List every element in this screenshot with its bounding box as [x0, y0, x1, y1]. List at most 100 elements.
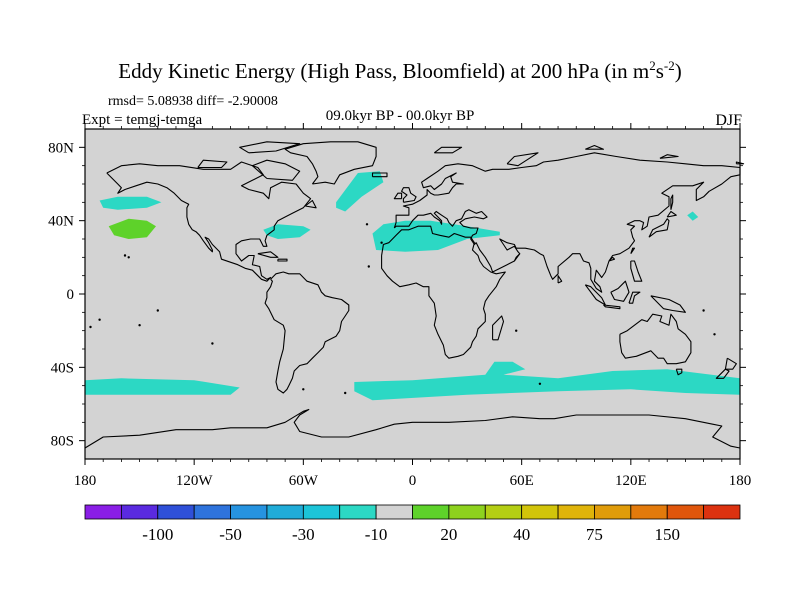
region-southeast-pacific-negative [85, 378, 240, 395]
small-island [302, 388, 305, 391]
region-japan-east-negative [687, 211, 699, 221]
colorbar-box [339, 504, 377, 520]
coast-africa [381, 225, 506, 359]
coast-antarctica [84, 408, 741, 449]
coast-australia [619, 313, 692, 365]
colorbar-box [412, 504, 450, 520]
colorbar-box [630, 504, 668, 520]
colorbar-box [157, 504, 195, 520]
region-southern-ocean-negative [354, 361, 740, 401]
colorbar-box [230, 504, 268, 520]
colorbar-box [594, 504, 632, 520]
x-tick-label: 60E [510, 473, 534, 489]
colorbar-label: -50 [219, 525, 242, 544]
chart-title: Eddy Kinetic Energy (High Pass, Bloomfie… [118, 58, 682, 83]
coast-south-america [264, 271, 350, 394]
coast-north-america [106, 161, 312, 282]
x-tick-label: 120E [615, 473, 647, 489]
small-island [713, 333, 716, 336]
x-tick-label: 0 [409, 473, 417, 489]
colorbar-label: -10 [365, 525, 388, 544]
axis-ticks: 180 120W 60W 0 60E 120E 180 80N 40N 0 40S 80S [48, 123, 751, 489]
small-island [702, 309, 705, 312]
colorbar-box [484, 504, 523, 520]
coast-greenland [284, 141, 377, 185]
colorbar-label: 75 [586, 525, 603, 544]
colorbar-box [375, 504, 413, 520]
map-background [85, 129, 740, 459]
y-tick-label: 40N [48, 214, 74, 230]
colorbar-label: -100 [142, 525, 173, 544]
colorbar-box [266, 504, 304, 520]
coast-java [603, 304, 621, 310]
small-island [98, 318, 101, 321]
small-island [367, 265, 370, 268]
colorbar-box [302, 504, 341, 520]
coast-svalbard [433, 146, 463, 154]
coast-ireland [393, 192, 403, 200]
coast-baffin [251, 159, 301, 181]
x-tick-label: 120W [176, 473, 214, 489]
y-tick-label: 0 [67, 287, 75, 303]
colorbar-label: -30 [292, 525, 315, 544]
coast-philippines [630, 260, 643, 282]
coast-sulawesi [628, 291, 641, 304]
coast-severnaya [585, 144, 605, 150]
period-subtitle: 09.0kyr BP - 00.0kyr BP [325, 108, 475, 124]
colorbar-box [703, 504, 741, 520]
coast-taiwan [630, 247, 636, 255]
y-tick-label: 80S [51, 434, 74, 450]
small-island [138, 324, 141, 327]
x-tick-label: 180 [74, 473, 97, 489]
colorbar-box [557, 504, 595, 520]
coast-new-zealand-south [715, 368, 730, 379]
y-tick-label: 80N [48, 140, 74, 156]
colorbar: -100 -50 -30 -10 20 40 75 150 [84, 504, 741, 544]
colorbar-label: 20 [440, 525, 457, 544]
region-north-atlantic-north-negative [336, 171, 384, 212]
coast-ellesmere [239, 141, 301, 154]
coastlines [84, 141, 745, 449]
coast-japan [648, 218, 670, 238]
y-tick-label: 40S [51, 360, 74, 376]
coast-new-guinea [650, 295, 686, 313]
season-label: DJF [715, 112, 742, 129]
coast-victoria-island [197, 159, 228, 169]
small-island [365, 223, 369, 226]
coast-borneo [610, 280, 630, 302]
coast-hispaniola [277, 258, 288, 262]
region-north-atlantic-west-negative [263, 224, 311, 239]
coast-madagascar [492, 315, 505, 341]
colorbar-box [193, 504, 231, 520]
colorbar-box [120, 504, 159, 520]
coast-hainan [608, 256, 616, 262]
coast-arabia-note [513, 253, 521, 262]
coast-hokkaido [666, 210, 677, 218]
colorbar-box [521, 504, 559, 520]
small-island [156, 309, 159, 312]
coast-sakhalin [670, 194, 674, 210]
small-island [538, 382, 542, 385]
region-north-africa-mediterranean-negative [372, 220, 500, 252]
small-island [127, 256, 130, 259]
coast-new-siberian [659, 154, 679, 159]
stats-label: rmsd= 5.08938 diff= -2.90008 [108, 94, 278, 109]
coast-sumatra [584, 284, 606, 306]
region-north-pacific-west-negative [99, 196, 162, 210]
small-island [123, 254, 127, 257]
experiment-label: Expt = temgj-temga [82, 112, 203, 128]
coast-uk [401, 187, 417, 203]
small-island [515, 329, 518, 332]
coast-sri-lanka [557, 275, 563, 284]
colorbar-box [84, 504, 122, 520]
anomaly-regions [85, 171, 740, 401]
colorbar-box [666, 504, 705, 520]
colorbar-box [448, 504, 486, 520]
coast-tasmania [675, 368, 683, 376]
colorbar-label: 150 [654, 525, 680, 544]
small-island [380, 241, 383, 244]
coast-novaya-zemlya [506, 152, 539, 167]
x-tick-label: 60W [289, 473, 319, 489]
region-north-pacific-positive [108, 218, 156, 239]
